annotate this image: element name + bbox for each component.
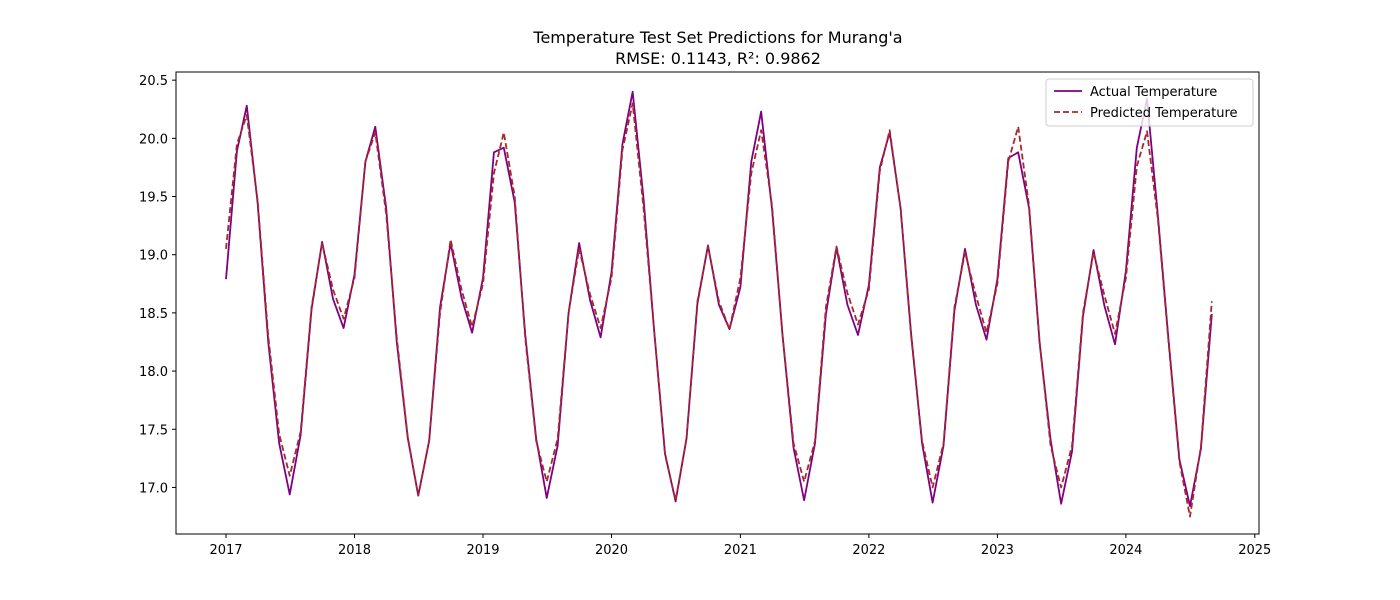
y-tick-label: 20.0 <box>139 132 168 147</box>
y-tick-label: 19.5 <box>139 191 168 206</box>
legend: Actual Temperature Predicted Temperature <box>1045 78 1254 127</box>
x-tick-label: 2021 <box>724 543 757 558</box>
legend-label-predicted: Predicted Temperature <box>1090 106 1238 121</box>
x-tick-label: 2025 <box>1238 543 1271 558</box>
series-line-predicted <box>225 102 1213 518</box>
x-tick-label: 2023 <box>981 543 1014 558</box>
x-tick-label: 2018 <box>338 543 371 558</box>
plot-area <box>225 90 1213 518</box>
legend-box <box>1045 78 1254 127</box>
x-tick-label: 2017 <box>209 543 242 558</box>
y-tick-label: 17.5 <box>139 423 168 438</box>
axes: 2017 2018 2019 2020 2021 2022 2023 2024 2025 17.0… <box>139 71 1271 558</box>
y-tick-label: 18.5 <box>139 307 168 322</box>
x-tick-label: 2019 <box>466 543 499 558</box>
y-tick-label: 19.0 <box>139 249 168 264</box>
x-tick-label: 2024 <box>1109 543 1142 558</box>
x-tick-label: 2020 <box>595 543 628 558</box>
y-tick-label: 17.0 <box>139 481 168 496</box>
chart-title: Temperature Test Set Predictions for Mur… <box>532 28 902 47</box>
legend-label-actual: Actual Temperature <box>1090 85 1217 100</box>
axes-frame <box>175 71 1260 535</box>
y-tick-label: 20.5 <box>139 74 168 89</box>
x-tick-label: 2022 <box>852 543 885 558</box>
chart-subtitle: RMSE: 0.1143, R²: 0.9862 <box>615 49 821 68</box>
y-tick-label: 18.0 <box>139 365 168 380</box>
